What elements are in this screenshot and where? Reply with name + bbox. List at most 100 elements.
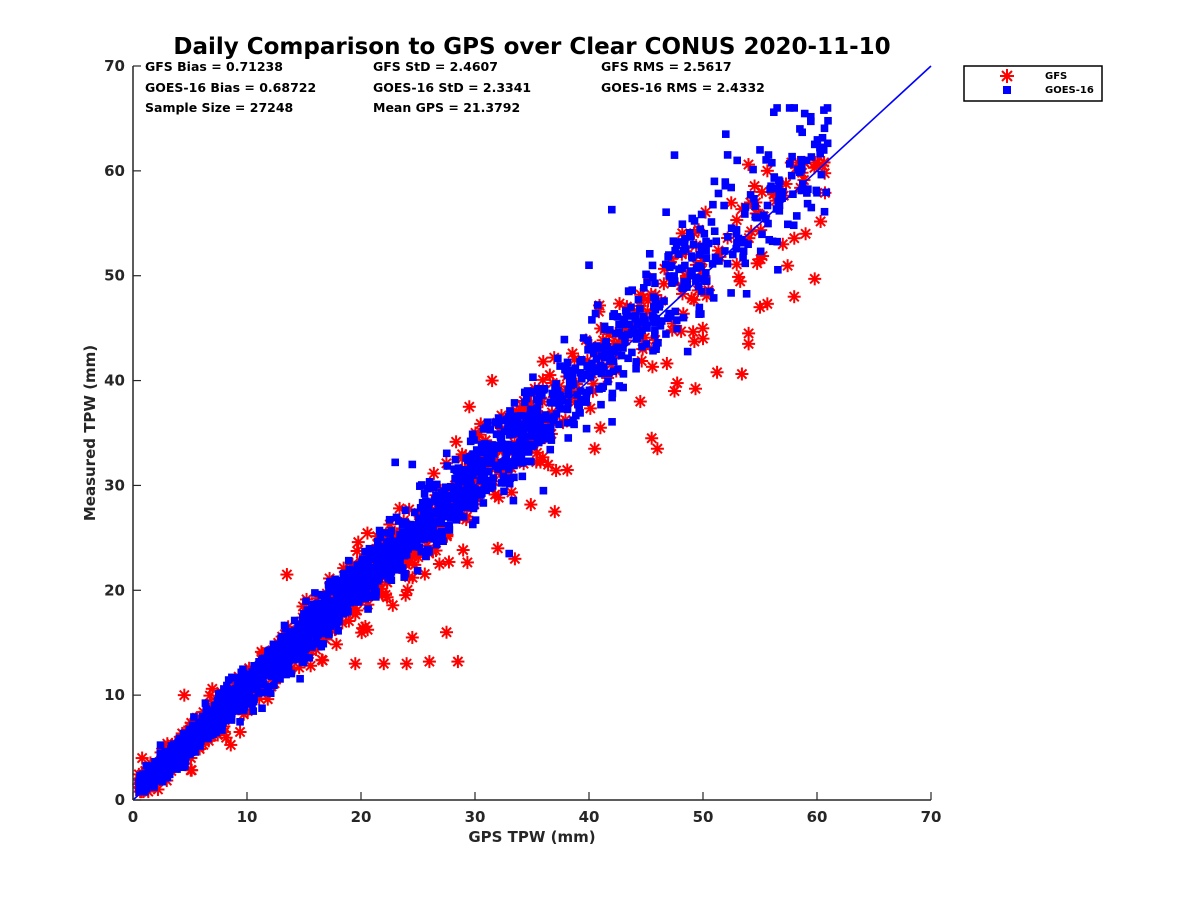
goes16-point xyxy=(642,270,650,279)
goes16-point xyxy=(774,265,782,274)
goes16-point xyxy=(260,688,269,697)
goes16-point xyxy=(533,420,542,429)
gfs-point xyxy=(315,653,329,667)
goes16-point xyxy=(734,234,743,243)
goes16-point xyxy=(425,498,434,506)
goes16-point xyxy=(710,227,719,236)
goes16-point xyxy=(575,405,583,413)
goes16-point xyxy=(702,246,710,255)
goes16-point xyxy=(690,217,699,225)
goes16-point xyxy=(194,730,203,738)
gfs-point xyxy=(406,571,420,585)
goes16-point xyxy=(274,640,282,649)
goes16-point xyxy=(513,418,522,426)
goes16-point xyxy=(317,642,326,651)
goes16-point xyxy=(302,628,310,637)
goes16-point xyxy=(415,543,424,551)
stat-goes16-bias: GOES-16 Bias = 0.68722 xyxy=(145,80,316,95)
goes16-point xyxy=(497,433,506,442)
goes16-point xyxy=(464,476,473,484)
goes16-point xyxy=(533,410,542,419)
goes16-point xyxy=(327,615,336,624)
goes16-point xyxy=(417,547,426,556)
goes16-point xyxy=(182,749,191,758)
goes16-point xyxy=(727,289,735,297)
goes16-point xyxy=(440,505,449,513)
goes16-point xyxy=(619,383,627,392)
goes16-point xyxy=(526,441,534,449)
goes16-point xyxy=(486,425,495,434)
goes16-point xyxy=(692,264,701,272)
goes16-point xyxy=(424,548,433,556)
goes16-point xyxy=(344,556,353,565)
goes16-point xyxy=(343,600,351,609)
goes16-point xyxy=(579,334,588,342)
goes16-point xyxy=(184,743,192,752)
goes16-point xyxy=(505,549,513,558)
gfs-point xyxy=(508,552,522,566)
goes16-point xyxy=(302,617,310,626)
y-axis-label: Measured TPW (mm) xyxy=(81,345,99,521)
goes16-point xyxy=(820,106,828,114)
goes16-point xyxy=(340,569,348,578)
goes16-point xyxy=(683,347,692,356)
goes16-point xyxy=(582,398,590,406)
goes16-point xyxy=(481,483,489,491)
goes16-point xyxy=(585,386,594,395)
goes16-point xyxy=(214,689,223,698)
goes16-point xyxy=(445,491,454,500)
goes16-point xyxy=(572,411,580,420)
goes16-point xyxy=(565,378,574,387)
goes16-point xyxy=(629,329,637,338)
goes16-point xyxy=(512,455,521,464)
goes16-point xyxy=(802,156,811,165)
goes16-point xyxy=(226,693,235,701)
goes16-point xyxy=(510,461,518,470)
gfs-point xyxy=(224,738,238,752)
x-tick-label: 50 xyxy=(693,808,714,826)
gfs-point xyxy=(735,367,749,381)
goes16-point xyxy=(723,259,732,268)
goes16-point xyxy=(454,469,463,477)
goes16-point xyxy=(363,556,371,565)
goes16-point xyxy=(480,469,488,478)
goes16-point xyxy=(813,136,822,144)
goes16-point xyxy=(766,185,774,194)
goes16-point xyxy=(697,287,706,296)
goes16-point xyxy=(622,307,630,315)
gfs-point xyxy=(405,630,419,644)
goes16-point xyxy=(636,331,644,340)
goes16-point xyxy=(487,456,496,465)
goes16-point xyxy=(593,301,602,309)
goes16-point xyxy=(335,608,344,617)
goes16-point xyxy=(729,250,737,259)
goes16-point xyxy=(398,528,407,536)
goes16-point xyxy=(380,529,388,537)
goes16-point xyxy=(499,472,508,481)
goes16-point xyxy=(546,428,555,437)
goes16-point xyxy=(292,632,301,641)
goes16-point xyxy=(398,520,407,529)
legend-label-goes16: GOES-16 xyxy=(1045,85,1094,96)
goes16-point xyxy=(510,399,519,407)
goes16-point xyxy=(224,676,233,684)
x-tick-label: 10 xyxy=(237,808,258,826)
goes16-point xyxy=(419,507,428,516)
goes16-point xyxy=(613,313,622,321)
goes16-point xyxy=(524,446,533,455)
goes16-point xyxy=(286,628,294,636)
goes16-point xyxy=(820,124,829,133)
goes16-point xyxy=(311,640,319,648)
goes16-point xyxy=(259,671,268,679)
goes16-point xyxy=(522,394,531,403)
goes16-point xyxy=(597,400,605,409)
goes16-point xyxy=(344,590,353,599)
goes16-point xyxy=(249,707,258,715)
goes16-point xyxy=(739,253,747,261)
goes16-point xyxy=(187,748,196,757)
goes16-point xyxy=(371,583,379,591)
x-tick-label: 70 xyxy=(921,808,942,826)
goes16-point xyxy=(582,424,591,433)
goes16-point xyxy=(756,146,764,154)
goes16-point xyxy=(527,389,535,397)
